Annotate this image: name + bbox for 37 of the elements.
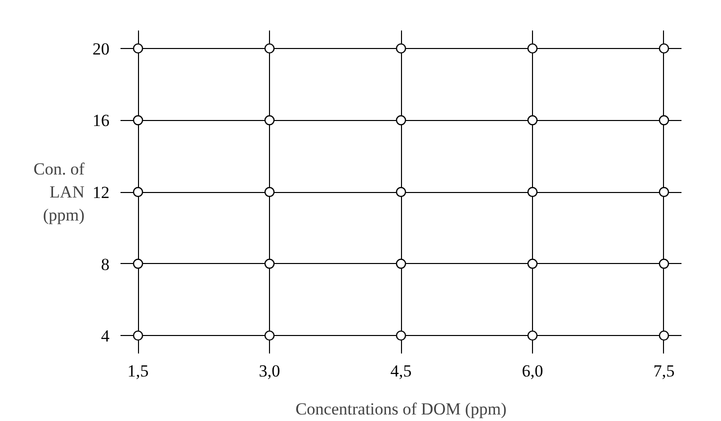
- point: [396, 115, 406, 126]
- point: [264, 258, 275, 269]
- y-tick-label: 4: [101, 326, 110, 346]
- point: [264, 186, 275, 198]
- point: [658, 258, 670, 269]
- point: [132, 186, 144, 198]
- point: [264, 115, 275, 126]
- point: [527, 258, 538, 269]
- point: [658, 330, 670, 341]
- x-tick-label: 6,0: [522, 362, 544, 380]
- y-tick-label: 20: [92, 39, 110, 58]
- point: [527, 115, 538, 126]
- point: [396, 43, 406, 54]
- point: [658, 186, 670, 198]
- point: [658, 43, 670, 54]
- point: [132, 258, 144, 269]
- y-tick-label: 8: [101, 254, 110, 274]
- y-axis-title: Con. of LAN (ppm): [34, 160, 85, 224]
- point: [658, 115, 670, 126]
- x-tick-label: 7,5: [653, 362, 675, 380]
- x-tick-label: 4,5: [390, 362, 412, 380]
- point: [132, 330, 144, 341]
- point: [527, 186, 538, 198]
- x-axis-title: Concentrations of DOM (ppm): [295, 400, 507, 418]
- y-tick-label: 12: [92, 183, 110, 202]
- point: [264, 330, 275, 341]
- point: [396, 186, 406, 198]
- point: [132, 115, 144, 126]
- point: [264, 43, 275, 54]
- point: [396, 258, 406, 269]
- y-tick-label: 16: [92, 111, 110, 130]
- point: [396, 330, 406, 341]
- x-tick-label: 3,0: [258, 362, 280, 380]
- point: [527, 330, 538, 341]
- point: [132, 43, 144, 54]
- x-tick-label: 1,5: [127, 362, 149, 380]
- point: [527, 43, 538, 54]
